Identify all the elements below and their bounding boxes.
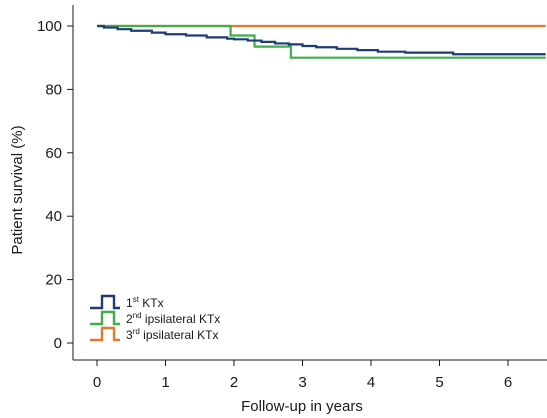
y-tick-label: 60 — [45, 145, 62, 162]
series-line-1 — [97, 24, 546, 56]
x-axis-ticks: 0 1 2 3 4 5 6 — [93, 360, 512, 391]
legend-label-3: 3rd ipsilateral KTx — [126, 327, 219, 342]
legend-label-1: 1st KTx — [126, 295, 164, 310]
y-tick-label: 80 — [45, 81, 62, 98]
x-tick-label: 3 — [298, 374, 306, 391]
y-tick-label: 100 — [37, 18, 62, 35]
x-tick-label: 1 — [161, 374, 169, 391]
x-tick-label: 0 — [93, 374, 101, 391]
series-layer — [97, 24, 546, 59]
legend-swatch-2 — [90, 310, 120, 326]
x-tick-label: 2 — [230, 374, 238, 391]
x-tick-label: 5 — [435, 374, 443, 391]
y-tick-label: 0 — [54, 335, 62, 352]
y-tick-label: 20 — [45, 272, 62, 289]
series-line-2 — [97, 24, 546, 59]
y-tick-label: 40 — [45, 208, 62, 225]
legend-swatch-1 — [90, 294, 120, 310]
x-tick-label: 4 — [367, 374, 375, 391]
legend-label-2: 2nd ipsilateral KTx — [126, 311, 220, 326]
y-axis-ticks: 0 20 40 60 80 100 — [37, 18, 73, 352]
x-axis-title: Follow-up in years — [241, 398, 363, 415]
legend-swatch-3 — [90, 326, 120, 342]
y-axis-title: Patient survival (%) — [9, 125, 26, 254]
x-tick-label: 6 — [504, 374, 512, 391]
plot-area — [72, 5, 547, 361]
